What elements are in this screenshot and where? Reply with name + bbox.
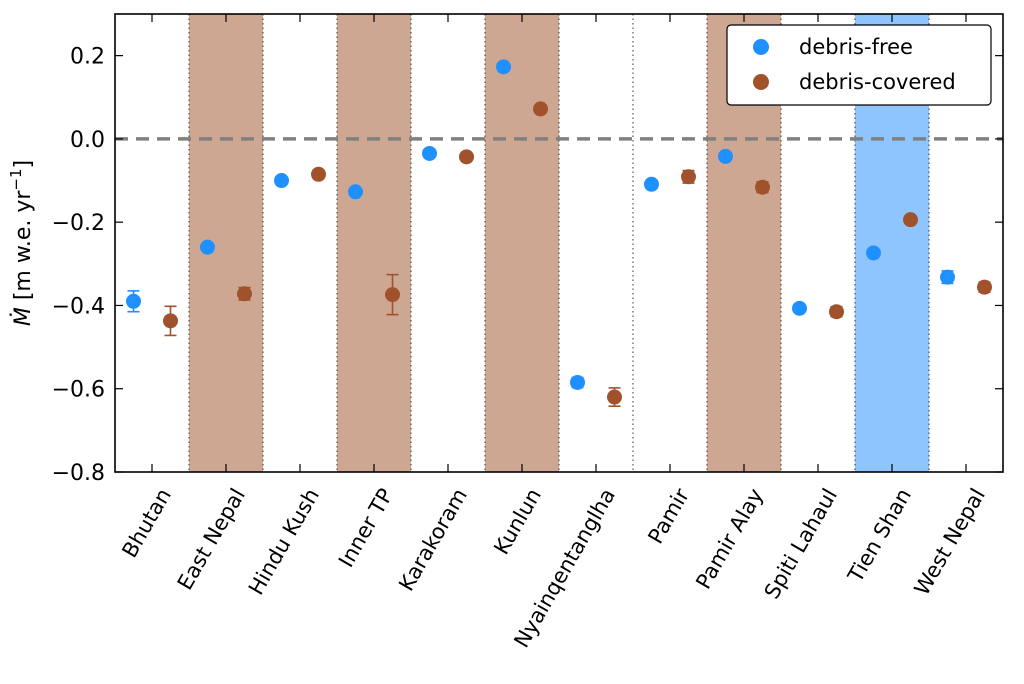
ylabel-superscript: −1 xyxy=(7,168,25,190)
point-debris-free-hindu-kush xyxy=(274,173,289,189)
category-label-bhutan: Bhutan xyxy=(117,484,176,561)
point-debris-free-tien-shan xyxy=(866,245,881,261)
point-debris-covered-kunlun xyxy=(533,101,548,117)
ytick-label: −0.6 xyxy=(52,378,105,403)
point-debris-free-kunlun xyxy=(496,59,511,75)
point-debris-covered-pamir-alay xyxy=(755,179,770,195)
point-debris-covered-tien-shan xyxy=(903,212,918,228)
point-debris-covered-east-nepal xyxy=(237,286,252,302)
legend: debris-free debris-covered xyxy=(726,24,992,106)
point-debris-free-karakoram xyxy=(422,145,437,161)
point-debris-free-east-nepal xyxy=(200,239,215,255)
point-debris-covered-spiti-lahaul xyxy=(829,304,844,320)
point-debris-free-pamir xyxy=(644,176,659,192)
series-debris-covered xyxy=(163,101,992,408)
category-label-karakoram: Karakoram xyxy=(394,484,472,595)
ytick-label: 0.2 xyxy=(70,45,105,70)
legend-marker-debris-free xyxy=(753,39,769,55)
category-label-east-nepal: East Nepal xyxy=(173,484,250,594)
point-debris-free-inner-tp xyxy=(348,184,363,200)
category-label-spiti-lahaul: Spiti Lahaul xyxy=(760,484,842,603)
point-debris-free-spiti-lahaul xyxy=(792,300,807,316)
legend-box xyxy=(726,24,992,106)
plot-frame xyxy=(114,13,1004,473)
category-label-hindu-kush: Hindu Kush xyxy=(244,484,324,599)
x-axis-ticks xyxy=(151,14,967,472)
point-debris-covered-west-nepal xyxy=(977,279,992,295)
category-label-pamir-alay: Pamir Alay xyxy=(691,484,768,593)
ylabel-close: ] xyxy=(11,160,36,169)
ytick-label: −0.8 xyxy=(52,461,105,486)
y-axis-ticks: 0.2 0.0 −0.2 −0.4 −0.6 −0.8 xyxy=(52,45,1003,486)
series-debris-free xyxy=(126,59,955,390)
point-debris-covered-hindu-kush xyxy=(311,166,326,182)
point-debris-covered-pamir xyxy=(681,169,696,185)
point-debris-covered-karakoram xyxy=(459,149,474,165)
data-points xyxy=(126,59,992,408)
band-kunlun xyxy=(485,14,559,472)
point-debris-covered-inner-tp xyxy=(385,287,400,303)
legend-label-debris-free: debris-free xyxy=(799,35,913,59)
category-label-tien-shan: Tien Shan xyxy=(843,484,916,587)
point-debris-free-west-nepal xyxy=(940,269,955,285)
legend-label-debris-covered: debris-covered xyxy=(799,70,956,94)
point-debris-covered-nyainqentanglha xyxy=(607,389,622,405)
category-label-west-nepal: West Nepal xyxy=(910,484,990,599)
ylabel-symbol: Ṁ xyxy=(10,307,36,326)
ytick-label: −0.2 xyxy=(52,211,105,236)
point-debris-covered-bhutan xyxy=(163,313,178,329)
band-inner-tp xyxy=(337,14,411,472)
point-debris-free-bhutan xyxy=(126,293,141,309)
legend-marker-debris-covered xyxy=(753,74,769,90)
ylabel-units: [m w.e. yr xyxy=(11,190,36,308)
category-label-pamir: Pamir xyxy=(643,484,694,548)
ytick-label: 0.0 xyxy=(70,128,105,153)
category-label-kunlun: Kunlun xyxy=(489,484,546,558)
y-axis-label: Ṁ [m w.e. yr−1] xyxy=(7,160,36,326)
point-debris-free-nyainqentanglha xyxy=(570,374,585,390)
point-debris-free-pamir-alay xyxy=(718,148,733,164)
ytick-label: −0.4 xyxy=(52,294,105,319)
band-east-nepal xyxy=(189,14,263,472)
category-label-inner-tp: Inner TP xyxy=(334,484,398,571)
